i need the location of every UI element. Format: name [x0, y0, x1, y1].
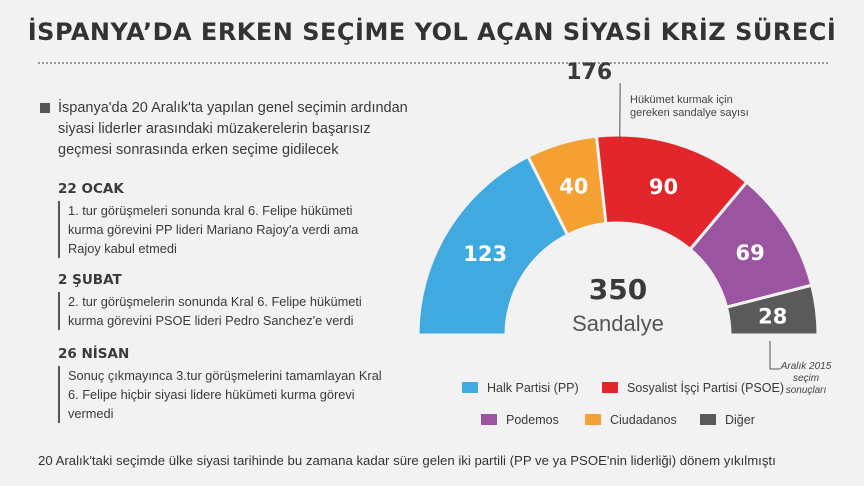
event-date: 26 NİSAN	[58, 346, 130, 362]
event-date: 22 OCAK	[58, 181, 124, 197]
majority-note: Hükümet kurmak için gereken sandalye say…	[630, 94, 749, 119]
legend-label: Halk Partisi (PP)	[487, 381, 579, 395]
legend-label: Diğer	[725, 413, 755, 427]
legend-label: Sosyalist İşçi Partisi (PSOE)	[627, 381, 784, 395]
legend-swatch	[700, 414, 716, 425]
legend-label: Podemos	[506, 413, 559, 427]
event-2: 2 ŞUBAT 2. tur görüşmelerin sonunda Kral…	[58, 272, 388, 330]
slice-label-2: 90	[649, 175, 678, 199]
legend-item: Diğer	[700, 413, 755, 427]
footnote-pointer	[769, 341, 780, 370]
intro-block: İspanya'da 20 Aralık'ta yapılan genel se…	[40, 98, 420, 161]
event-text: 2. tur görüşmelerin sonunda Kral 6. Feli…	[58, 292, 388, 330]
slice-label-1: 40	[559, 174, 588, 198]
intro-text: İspanya'da 20 Aralık'ta yapılan genel se…	[58, 100, 408, 158]
title-divider	[38, 62, 828, 64]
legend-swatch	[585, 414, 601, 425]
total-seats-label: Sandalye	[572, 311, 664, 336]
event-date: 2 ŞUBAT	[58, 272, 122, 288]
legend-swatch	[602, 382, 618, 393]
total-seats-value: 350	[589, 273, 647, 306]
majority-value: 176	[566, 60, 612, 85]
slice-label-4: 28	[758, 304, 787, 328]
legend-item: Podemos	[481, 413, 559, 427]
event-1: 22 OCAK 1. tur görüşmeleri sonunda kral …	[58, 181, 388, 258]
legend-label: Ciudadanos	[610, 413, 677, 427]
footer-note: 20 Aralık'taki seçimde ülke siyasi tarih…	[38, 453, 776, 468]
intro-bullet	[40, 103, 50, 113]
legend-swatch	[481, 414, 497, 425]
event-3: 26 NİSAN Sonuç çıkmayınca 3.tur görüşmel…	[58, 346, 388, 423]
legend-item: Sosyalist İşçi Partisi (PSOE)	[602, 381, 784, 395]
slice-4	[724, 283, 820, 337]
legend-swatch	[462, 382, 478, 393]
legend-item: Halk Partisi (PP)	[462, 381, 579, 395]
event-text: 1. tur görüşmeleri sonunda kral 6. Felip…	[58, 201, 388, 258]
legend-item: Ciudadanos	[585, 413, 677, 427]
event-text: Sonuç çıkmayınca 3.tur görüşmelerini tam…	[58, 366, 388, 423]
slice-label-0: 123	[463, 242, 507, 266]
slice-label-3: 69	[735, 241, 764, 265]
page-title: İSPANYA’DA ERKEN SEÇİME YOL AÇAN SİYASİ …	[27, 18, 837, 46]
footnote-text: Aralık 2015 seçim sonuçları	[780, 361, 832, 396]
